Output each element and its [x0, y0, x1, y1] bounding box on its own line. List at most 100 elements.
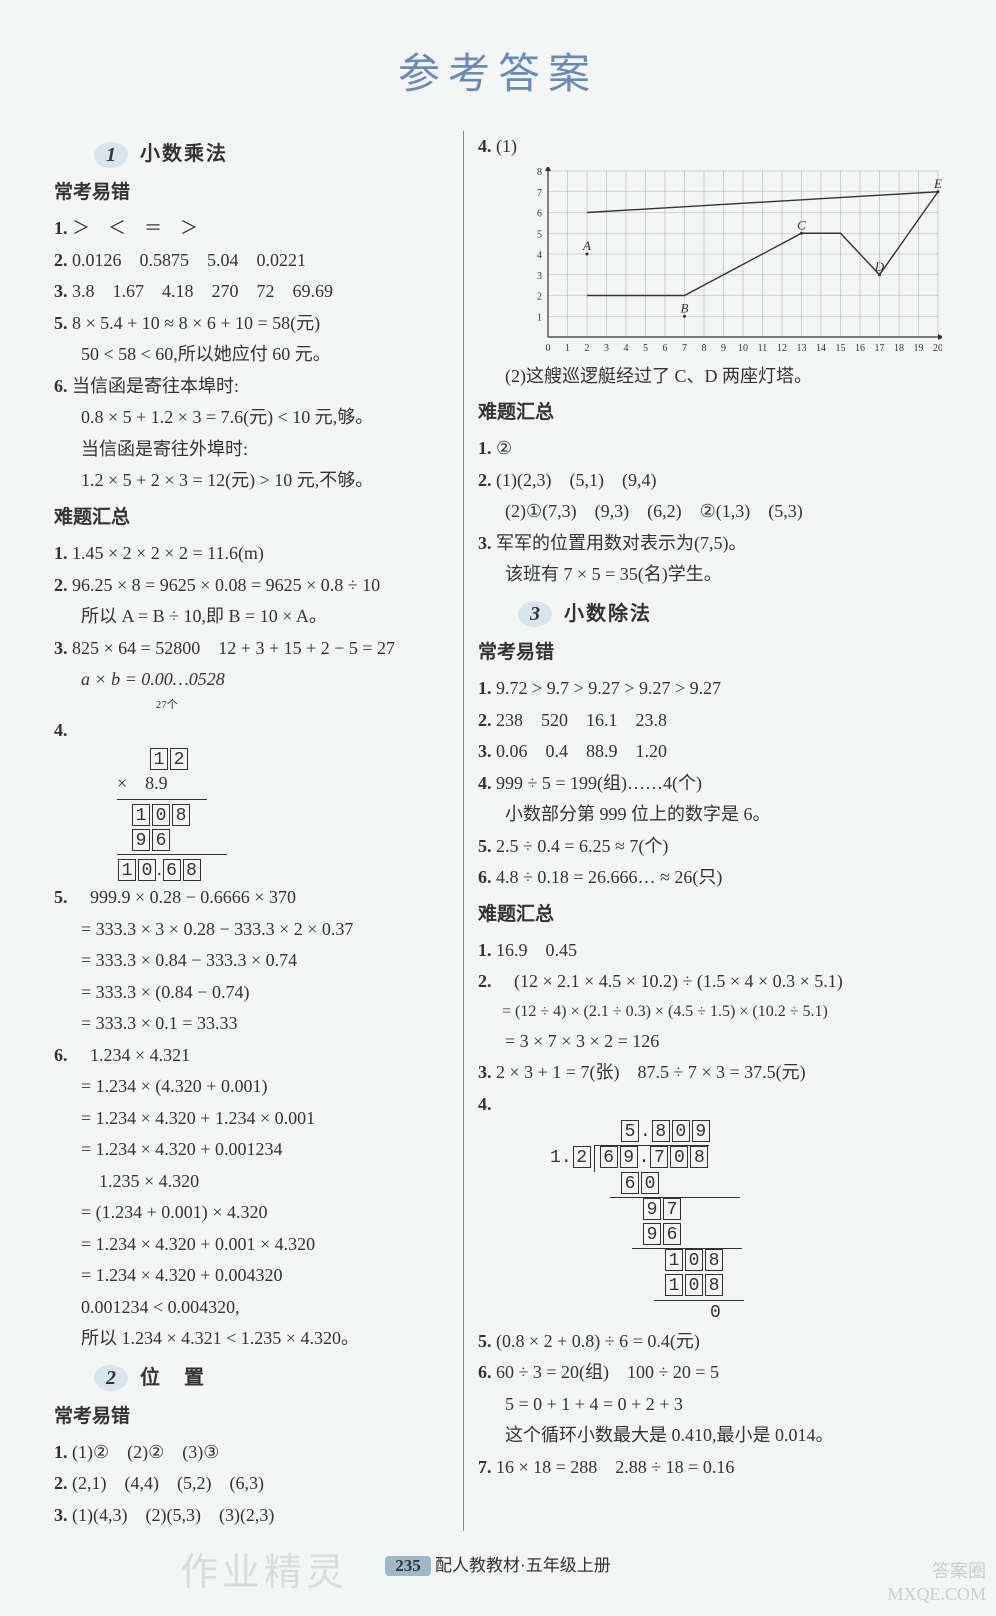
coordinate-chart: 0123456789101112131415161718192012345678… — [522, 167, 942, 357]
cont: = 333.3 × 0.84 − 333.3 × 0.74 — [81, 945, 449, 977]
svg-text:8: 8 — [702, 343, 707, 354]
cont: 5 = 0 + 1 + 4 = 0 + 2 + 3 — [505, 1389, 942, 1421]
section-3-header: 3 小数除法 — [518, 597, 942, 632]
box: 2 — [573, 1146, 591, 1168]
ans: 9.72 > 9.7 > 9.27 > 9.27 > 9.27 — [496, 678, 721, 698]
cont: 所以 A = B ÷ 10,即 B = 10 × A。 — [81, 601, 449, 633]
subtitle-ckyc: 常考易错 — [478, 636, 942, 669]
q: 6. 60 ÷ 3 = 20(组) 100 ÷ 20 = 5 — [505, 1357, 942, 1389]
svg-text:4: 4 — [624, 343, 629, 354]
svg-text:3: 3 — [537, 270, 542, 281]
box: 5 — [621, 1120, 639, 1142]
q: 2. 96.25 × 8 = 9625 × 0.08 = 9625 × 0.8 … — [81, 570, 449, 602]
svg-text:3: 3 — [604, 343, 609, 354]
box: 9 — [643, 1223, 661, 1245]
q: 4. (1) — [505, 131, 942, 163]
q: 3. 3.8 1.67 4.18 270 72 69.69 — [81, 276, 449, 308]
svg-text:14: 14 — [816, 343, 826, 354]
svg-text:17: 17 — [875, 343, 885, 354]
subtitle-nthz: 难题汇总 — [478, 396, 942, 429]
ans: 0.0126 0.5875 5.04 0.0221 — [72, 250, 306, 270]
ans: 999 ÷ 5 = 199(组)……4(个) — [496, 773, 702, 793]
svg-text:19: 19 — [914, 343, 924, 354]
columns: 1 小数乘法 常考易错 1. ＞ ＜ ＝ ＞ 2. 0.0126 0.5875 … — [0, 131, 996, 1531]
ans: 238 520 16.1 23.8 — [496, 710, 667, 730]
cont: 当信函是寄往外埠时: — [81, 434, 449, 466]
box: 2 — [170, 748, 188, 770]
svg-text:D: D — [874, 258, 885, 273]
box: 6 — [152, 829, 170, 851]
q: 1. 9.72 > 9.7 > 9.27 > 9.27 > 9.27 — [505, 673, 942, 705]
q: 6. 4.8 ÷ 0.18 = 26.666… ≈ 26(只) — [505, 862, 942, 894]
q: 5. 8 × 5.4 + 10 ≈ 8 × 6 + 10 = 58(元) — [81, 308, 449, 340]
ans: (1)(4,3) (2)(5,3) (3)(2,3) — [72, 1505, 274, 1525]
svg-text:5: 5 — [537, 229, 542, 240]
section-title: 小数除法 — [564, 597, 652, 632]
cont: 50 < 58 < 60,所以她应付 60 元。 — [81, 339, 449, 371]
q: 3. 2 × 3 + 1 = 7(张) 87.5 ÷ 7 × 3 = 37.5(… — [505, 1057, 942, 1089]
subtitle-ckyc: 常考易错 — [54, 1400, 449, 1433]
note: 27个 — [156, 696, 449, 715]
svg-text:1: 1 — [565, 343, 570, 354]
svg-text:B: B — [681, 300, 689, 315]
page-title: 参考答案 — [0, 40, 996, 101]
svg-text:1: 1 — [537, 312, 542, 323]
box: 6 — [663, 1223, 681, 1245]
svg-text:16: 16 — [855, 343, 865, 354]
mul-line: × 8.9 — [117, 771, 449, 796]
cont: (2)①(7,3) (9,3) (6,2) ②(1,3) (5,3) — [505, 496, 942, 528]
q: 2. 238 520 16.1 23.8 — [505, 705, 942, 737]
chart-wrap: 0123456789101112131415161718192012345678… — [522, 167, 942, 357]
box: 8 — [652, 1120, 670, 1142]
box: 6 — [163, 859, 181, 881]
cont: = (12 ÷ 4) × (2.1 ÷ 0.3) × (4.5 ÷ 1.5) ×… — [502, 998, 942, 1026]
ans: ＞ ＜ ＝ ＞ — [72, 218, 198, 238]
mult-block: 12 × 8.9 108 96 10.68 — [117, 746, 449, 882]
q: 2. (12 × 2.1 × 4.5 × 10.2) ÷ (1.5 × 4 × … — [505, 966, 942, 998]
box: 1 — [665, 1249, 683, 1271]
rem: 0 — [710, 1301, 942, 1326]
caption: (2)这艘巡逻艇经过了 C、D 两座灯塔。 — [505, 361, 942, 393]
svg-text:10: 10 — [738, 343, 748, 354]
q: 1. ② — [505, 433, 942, 465]
svg-text:18: 18 — [894, 343, 904, 354]
cont: 0.8 × 5 + 1.2 × 3 = 7.6(元) < 10 元,够。 — [81, 402, 449, 434]
q: 4. 999 ÷ 5 = 199(组)……4(个) — [505, 768, 942, 800]
ans: 96.25 × 8 = 9625 × 0.08 = 9625 × 0.8 ÷ 1… — [72, 575, 380, 595]
page-number: 235 — [385, 1556, 431, 1576]
q: 3. 军军的位置用数对表示为(7,5)。 — [505, 528, 942, 560]
box: 9 — [620, 1146, 638, 1168]
q: 1. (1)② (2)② (3)③ — [81, 1437, 449, 1469]
svg-text:6: 6 — [537, 208, 542, 219]
cont: = (1.234 + 0.001) × 4.320 — [81, 1197, 449, 1229]
svg-text:6: 6 — [663, 343, 668, 354]
section-title: 位 置 — [140, 1361, 206, 1396]
q: 2. 0.0126 0.5875 5.04 0.0221 — [81, 245, 449, 277]
page: 参考答案 1 小数乘法 常考易错 1. ＞ ＜ ＝ ＞ 2. 0.0126 0.… — [0, 0, 996, 1616]
svg-text:C: C — [797, 217, 806, 232]
cont: = 1.234 × 4.320 + 1.234 × 0.001 — [81, 1103, 449, 1135]
box: 8 — [172, 804, 190, 826]
ans: 999.9 × 0.28 − 0.6666 × 370 — [72, 887, 296, 907]
ans: 4.8 ÷ 0.18 = 26.666… ≈ 26(只) — [496, 867, 722, 887]
q: 5. (0.8 × 2 + 0.8) ÷ 6 = 0.4(元) — [505, 1326, 942, 1358]
cont: 1.2 × 5 + 2 × 3 = 12(元) > 10 元,不够。 — [81, 465, 449, 497]
box: 9 — [132, 829, 150, 851]
svg-text:2: 2 — [537, 291, 542, 302]
q: 1. ＞ ＜ ＝ ＞ — [81, 213, 449, 245]
cont: = 333.3 × 3 × 0.28 − 333.3 × 2 × 0.37 — [81, 914, 449, 946]
box: 9 — [643, 1198, 661, 1220]
ans: 60 ÷ 3 = 20(组) 100 ÷ 20 = 5 — [496, 1362, 719, 1382]
box: 7 — [663, 1198, 681, 1220]
svg-text:20: 20 — [933, 343, 942, 354]
q: 4. — [81, 715, 449, 747]
long-division: 5.809 1.2 69.708 60 97 96 108 108 0 — [550, 1120, 942, 1326]
subtitle-ckyc: 常考易错 — [54, 176, 449, 209]
box: 6 — [600, 1146, 618, 1168]
ans: 825 × 64 = 52800 12 + 3 + 15 + 2 − 5 = 2… — [72, 638, 395, 658]
cont: = 333.3 × (0.84 − 0.74) — [81, 977, 449, 1009]
wm-line: MXQE.COM — [887, 1583, 986, 1606]
cont: 该班有 7 × 5 = 35(名)学生。 — [505, 559, 942, 591]
cont: a × b = 0.00…0528 27个 — [81, 664, 449, 715]
q: 1. 1.45 × 2 × 2 × 2 = 11.6(m) — [81, 538, 449, 570]
